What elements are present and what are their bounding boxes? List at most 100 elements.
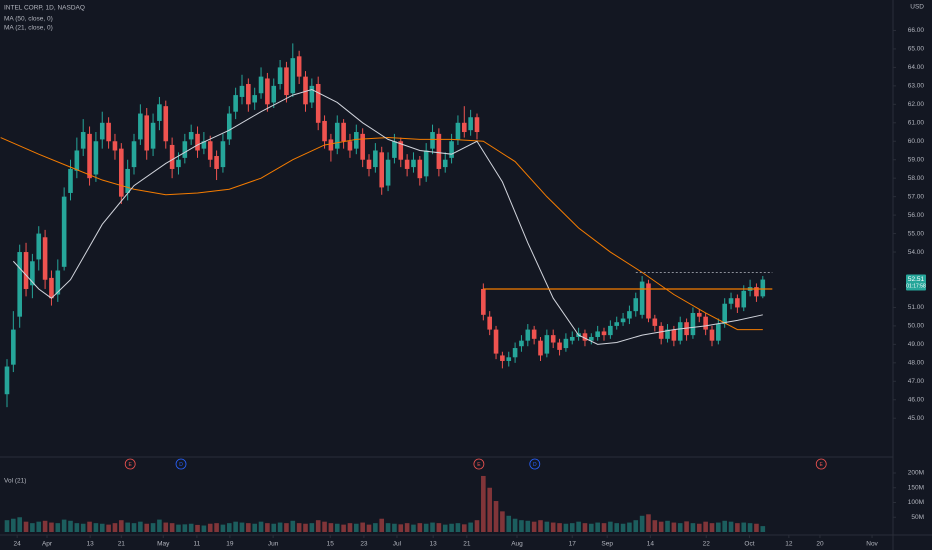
volume-bar [150,523,156,532]
volume-bar [398,524,404,532]
volume-bar [309,523,315,532]
volume-bar [93,523,99,532]
candle-body [290,58,296,94]
candle-body [144,115,150,151]
y-tick-label: 55.00 [908,230,925,237]
candle-body [373,150,378,168]
candle-body [252,95,257,103]
x-tick-label: Aug [511,541,523,548]
volume-bar [347,523,353,532]
candle-body [506,357,512,361]
volume-bar [328,523,334,532]
x-tick-label: 15 [327,541,335,548]
volume-bar [741,522,747,532]
event-marker [473,458,485,470]
volume-bar [404,523,410,532]
event-label: E [820,462,824,468]
volume-bar [214,523,219,532]
candle-body [430,132,435,149]
volume-bar [595,522,600,532]
volume-bar [506,515,512,532]
candle-body [392,141,397,158]
candle-body [354,132,359,149]
volume-bar [49,522,54,532]
volume-bar [125,522,130,532]
volume-bar [589,523,594,532]
candle-body [125,168,130,193]
candle-body [709,329,715,341]
volume-bar [385,523,391,532]
candle-body [17,252,22,317]
candle-body [379,152,385,188]
volume-bar [55,523,61,532]
y-tick-label: 50M [911,514,924,521]
candle-body [627,311,632,319]
candle-body [404,159,410,169]
volume-bar [169,523,175,532]
volume-bar [455,523,461,532]
candle-body [493,329,499,354]
volume-bar [246,523,251,532]
volume-bar [99,523,105,532]
candle-body [569,336,575,341]
candle-body [614,322,620,326]
y-tick-label: 100M [908,499,924,506]
volume-bar [119,520,124,532]
volume-bar [709,523,715,532]
volume-bar [442,524,448,532]
volume-bar [728,521,734,532]
y-tick-label: 57.00 [908,193,925,200]
volume-bar [684,521,689,532]
candle-body [296,56,302,77]
volume-bar [265,523,270,532]
volume-bar [322,521,327,532]
candle-body [55,270,61,295]
candle-body [214,156,219,169]
candle-body [538,340,543,356]
countdown: 01:17:58 [906,283,926,289]
x-tick-label: Oct [744,541,754,548]
candle-body [677,322,683,341]
volume-bar [436,523,442,532]
volume-bar [36,521,42,532]
event-marker [175,458,187,470]
volume-bar [284,523,289,532]
candle-body [23,252,29,289]
volume-bar [690,523,696,532]
volume-bar [138,521,143,532]
event-label: D [533,462,537,468]
volume-bar [271,523,277,532]
volume-bar [544,521,550,532]
candle-body [195,133,200,151]
candle-body [481,288,486,315]
volume-bar [658,521,664,532]
volume-bar [157,519,162,532]
x-tick-label: 11 [194,541,201,548]
volume-bar [614,523,620,532]
candle-body [150,122,156,149]
candle-body [525,329,531,341]
volume-bar [652,520,658,532]
volume-bar [525,520,531,532]
candle-body [557,342,562,350]
x-tick-label: Apr [42,541,53,548]
y-tick-label: 51.00 [908,304,925,311]
candle-body [99,122,105,140]
candle-body [277,67,283,85]
volume-bar [461,524,467,532]
candle-body [322,120,327,142]
volume-bar [576,521,581,532]
candle-body [671,329,677,341]
volume-bar [747,523,753,532]
volume-bar [760,526,766,532]
volume-bar [423,523,429,532]
candle-body [684,322,689,336]
candle-body [716,324,721,341]
candle-body [131,141,137,168]
volume-bar [563,523,569,532]
candle-body [500,355,505,361]
volume-bar [671,522,677,532]
candle-body [639,281,645,315]
volume-bar [417,523,423,532]
y-tick-label: 64.00 [908,64,925,71]
